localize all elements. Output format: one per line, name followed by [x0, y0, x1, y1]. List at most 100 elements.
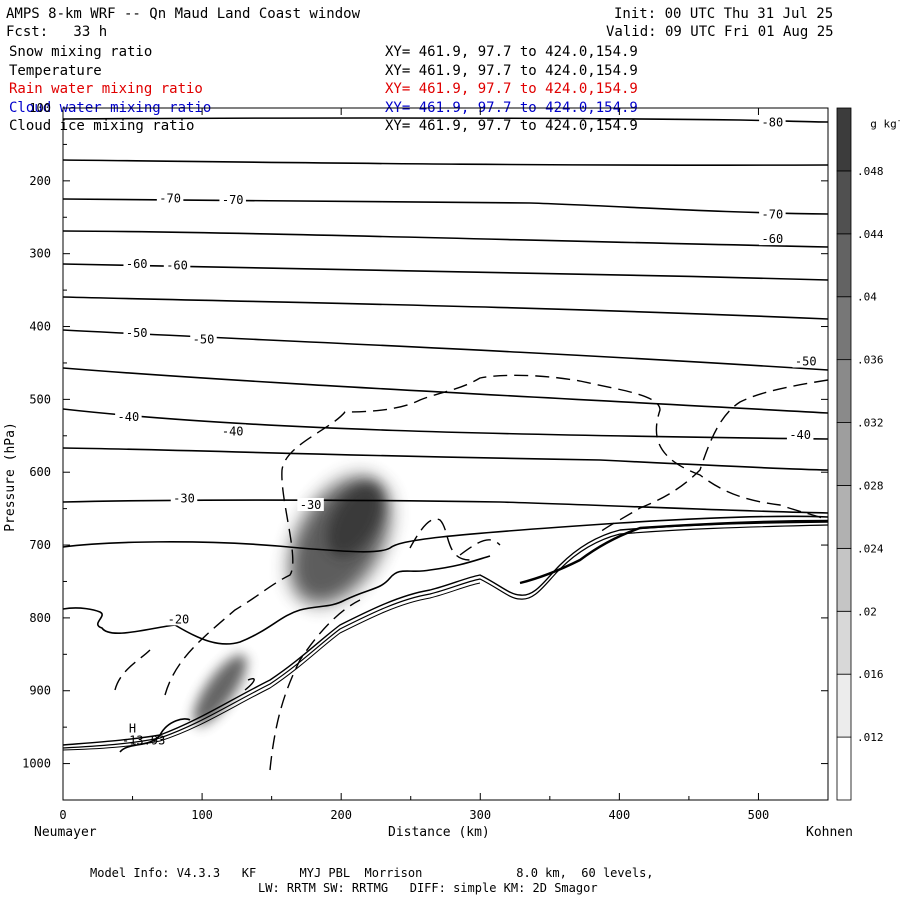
plot-frame	[62, 107, 829, 801]
cloud-ice-contours	[114, 374, 828, 771]
y-tick-label: 200	[29, 174, 51, 188]
contour-label: -70	[222, 193, 244, 207]
colorbar-swatch	[836, 485, 852, 549]
colorbar-swatch	[836, 107, 852, 172]
y-tick-label: 700	[29, 538, 51, 552]
temperature-contours	[63, 117, 828, 753]
init-time: Init: 00 UTC Thu 31 Jul 25	[614, 6, 834, 22]
extremum-annotation: H	[129, 722, 136, 736]
contour-label: -60	[762, 232, 784, 246]
contour-label: -50	[193, 333, 215, 347]
colorbar-swatch	[836, 296, 852, 361]
header-title: AMPS 8-km WRF -- Qn Maud Land Coast wind…	[6, 6, 361, 22]
colorbar-label: .044	[857, 228, 884, 241]
field-xy: XY= 461.9, 97.7 to 424.0,154.9	[385, 118, 638, 134]
x-tick-label: 0	[59, 808, 66, 822]
colorbar-label: .036	[857, 354, 884, 367]
contour-label-bg	[786, 428, 814, 442]
colorbar-label: .016	[857, 668, 884, 681]
colorbar-label: .024	[857, 542, 884, 555]
contour-label-bg	[165, 612, 192, 626]
colorbar-label: .04	[857, 291, 877, 304]
contour-label-bg	[759, 232, 786, 246]
x-endpoint-right: Kohnen	[806, 825, 853, 840]
contour-label: -40	[118, 410, 140, 424]
x-endpoint-left: Neumayer	[34, 825, 97, 840]
contour-label: -80	[762, 116, 784, 130]
field-name: Snow mixing ratio	[9, 44, 153, 60]
contour-label: -50	[795, 354, 817, 368]
colorbar-swatch	[836, 422, 852, 486]
contour-label: -50	[126, 326, 148, 340]
colorbar-swatch	[836, 233, 852, 298]
colorbar-label: .032	[857, 417, 884, 430]
contour-label-bg	[792, 354, 819, 368]
extremum-annotation: -13.93	[122, 733, 165, 747]
colorbar-label: .028	[857, 479, 884, 492]
contour-label-bg	[219, 192, 246, 206]
colorbar-swatch	[836, 170, 852, 235]
contour-label: -70	[159, 191, 181, 205]
x-tick-label: 100	[191, 808, 213, 822]
contour-label-bg	[190, 332, 217, 346]
contour-label: -20	[168, 612, 190, 626]
x-tick-label: 500	[748, 808, 770, 822]
contour-label: -40	[222, 424, 244, 438]
valid-time: Valid: 09 UTC Fri 01 Aug 25	[606, 24, 834, 40]
colorbar-swatch	[836, 610, 852, 675]
colorbar-swatch	[836, 736, 852, 801]
contour-label: -30	[300, 498, 322, 512]
colorbar-unit-exponent: -1	[897, 116, 900, 125]
colorbar-unit-text: g kg	[870, 117, 897, 131]
x-tick-label: 400	[609, 808, 631, 822]
contour-label: -30	[173, 491, 195, 505]
model-info: Model Info: V4.3.3 KF MYJ PBL Morrison 8…	[90, 866, 654, 880]
colorbar-swatch	[836, 673, 852, 738]
contour-label-bg	[297, 497, 324, 511]
contour-label: -60	[166, 258, 188, 272]
x-tick-label: 300	[469, 808, 491, 822]
y-tick-label: 100	[29, 101, 51, 115]
x-axis-ticks: 0 100 200 300 400 500	[59, 108, 769, 822]
y-tick-label: 900	[29, 684, 51, 698]
colorbar-unit: g kg-1	[857, 103, 900, 131]
contour-label: -70	[762, 207, 784, 221]
contour-label: -40	[789, 428, 811, 442]
contour-labels: -80 -70 -70 -70 -60 -60 -60 -50 -50 -50 -40 -40 -40 -…	[115, 115, 819, 747]
contour-label-bg	[156, 191, 184, 205]
physics-info: LW: RRTM SW: RRTMG DIFF: simple KM: 2D S…	[258, 881, 598, 895]
x-axis-title: Distance (km)	[388, 825, 490, 840]
contour-label-bg	[170, 491, 198, 505]
y-tick-label: 600	[29, 465, 51, 479]
y-axis-ticks: 100 200 300 400 500 600 700 800 900 1000	[22, 101, 828, 801]
contour-label-bg	[123, 326, 150, 340]
field-xy: XY= 461.9, 97.7 to 424.0,154.9	[385, 81, 638, 97]
contour-label-bg	[759, 207, 786, 221]
contour-label-bg	[115, 409, 142, 423]
forecast-hour: Fcst: 33 h	[6, 24, 108, 40]
y-tick-label: 500	[29, 392, 51, 406]
colorbar-label: .012	[857, 731, 884, 744]
field-name: Rain water mixing ratio	[9, 81, 203, 97]
y-tick-label: 1000	[22, 757, 51, 771]
contour-label-bg	[123, 256, 150, 270]
x-tick-label: 200	[330, 808, 352, 822]
contour-label-bg	[163, 258, 191, 272]
contour-label-bg	[219, 424, 246, 438]
y-tick-label: 800	[29, 611, 51, 625]
y-tick-label: 300	[29, 247, 51, 261]
y-tick-label: 400	[29, 320, 51, 334]
colorbar-label: .048	[857, 165, 884, 178]
field-xy: XY= 461.9, 97.7 to 424.0,154.9	[385, 44, 638, 60]
colorbar-swatch	[836, 359, 852, 423]
terrain-surface	[63, 519, 828, 751]
colorbar-swatch	[836, 547, 852, 612]
field-name: Cloud ice mixing ratio	[9, 118, 195, 134]
field-xy: XY= 461.9, 97.7 to 424.0,154.9	[385, 63, 638, 79]
contour-label-bg	[759, 115, 786, 129]
colorbar-label: .02	[857, 605, 877, 618]
field-name: Temperature	[9, 63, 102, 79]
contour-label: -60	[126, 257, 148, 271]
colorbar: .012 .016 .02 .024 .028 .032 .036 .04 .044 .048	[836, 107, 884, 801]
